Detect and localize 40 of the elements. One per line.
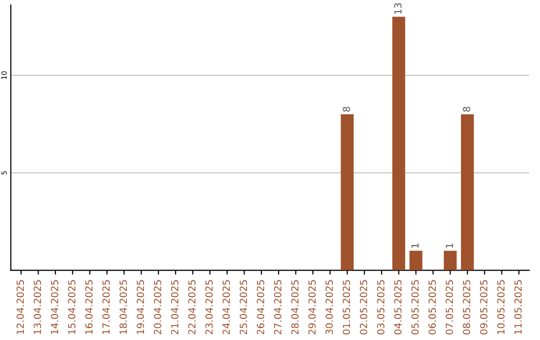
x-tick-label: 28.04.2025 bbox=[291, 280, 299, 334]
x-tick-label: 25.04.2025 bbox=[240, 280, 248, 334]
x-tick-label: 27.04.2025 bbox=[274, 280, 282, 334]
x-tick-label: 17.04.2025 bbox=[102, 280, 110, 334]
bar bbox=[444, 250, 457, 270]
x-tick-label: 04.05.2025 bbox=[394, 280, 402, 334]
data-label: 1 bbox=[446, 244, 453, 248]
x-tick-label: 14.04.2025 bbox=[50, 280, 58, 334]
bar bbox=[340, 114, 354, 270]
x-tick-label: 06.05.2025 bbox=[428, 280, 436, 334]
x-tick-label: 02.05.2025 bbox=[360, 280, 368, 334]
x-tick-label: 21.04.2025 bbox=[171, 280, 178, 334]
x-tick-label: 12.04.2025 bbox=[16, 280, 24, 334]
x-tick-label: 30.04.2025 bbox=[326, 280, 333, 334]
x-tick-label: 19.04.2025 bbox=[136, 280, 144, 334]
data-label: 8 bbox=[342, 106, 350, 112]
x-tick-label: 15.04.2025 bbox=[68, 280, 76, 334]
bar bbox=[392, 16, 406, 270]
x-tick-label: 13.04.2025 bbox=[34, 280, 42, 334]
x-tick-label: 08.05.2025 bbox=[462, 280, 470, 334]
data-label: 8 bbox=[462, 106, 470, 112]
x-tick-label: 22.04.2025 bbox=[188, 280, 196, 334]
x-tick-label: 03.05.2025 bbox=[377, 280, 384, 334]
x-tick-label: 26.04.2025 bbox=[256, 280, 264, 334]
x-tick-label: 29.04.2025 bbox=[308, 280, 316, 334]
x-tick-label: 10.05.2025 bbox=[497, 280, 505, 334]
x-tick-label: 09.05.2025 bbox=[480, 280, 488, 334]
x-tick-label: 16.04.2025 bbox=[85, 280, 93, 334]
x-tick-label: 07.05.2025 bbox=[446, 280, 454, 334]
x-tick-label: 01.05.2025 bbox=[342, 280, 350, 334]
x-tick-label: 24.04.2025 bbox=[222, 280, 230, 334]
x-tick-label: 18.04.2025 bbox=[120, 280, 127, 334]
x-tick-label: 05.05.2025 bbox=[411, 280, 419, 334]
data-label: 13 bbox=[394, 3, 402, 14]
data-label: 1 bbox=[412, 244, 419, 248]
bar bbox=[409, 250, 422, 270]
x-tick-label: 23.04.2025 bbox=[205, 280, 213, 334]
x-tick-label: 20.04.2025 bbox=[154, 280, 162, 334]
x-tick-label: 11.05.2025 bbox=[514, 280, 522, 334]
bar bbox=[460, 114, 474, 270]
